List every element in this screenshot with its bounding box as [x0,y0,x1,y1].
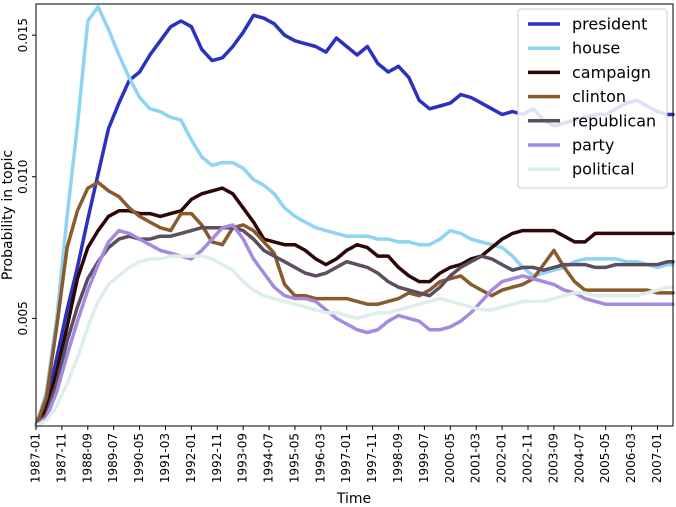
x-tick-label: 1994-07 [262,433,276,483]
x-tick-label: 1989-07 [106,433,120,483]
series-lines [34,5,675,428]
series-line-campaign [34,186,675,428]
x-tick-label: 2005-05 [598,433,612,483]
x-axis-label: Time [336,491,371,507]
x-tick-label: 1990-05 [132,433,146,483]
x-tick-label: 1993-09 [236,433,250,483]
y-axis-label: Probability in topic [0,150,16,280]
x-tick-label: 1987-11 [54,433,68,483]
legend-label-republican: republican [572,111,656,130]
x-tick-label: 1997-01 [339,433,353,483]
x-tick-label: 1995-05 [287,433,301,483]
y-axis: 0.005 0.010 0.015 [16,18,36,336]
legend: president house campaign clinton republican p… [517,8,668,189]
plot-frame [35,3,674,427]
legend-label-campaign: campaign [572,63,651,82]
series-line-political [34,254,675,428]
x-axis: 1987-01 1987-11 1988-09 1989-07 1990-05 1991-… [29,426,664,483]
y-tick-label: 0.010 [16,160,30,194]
x-tick-label: 1999-07 [417,433,431,483]
legend-label-president: president [572,15,647,34]
legend-label-political: political [572,160,635,179]
legend-label-clinton: clinton [572,87,626,106]
x-tick-label: 1992-01 [184,433,198,483]
x-tick-label: 2001-03 [469,433,483,483]
x-tick-label: 2002-11 [520,433,534,483]
x-tick-label: 1998-09 [391,433,405,483]
x-tick-label: 2003-09 [546,433,560,483]
legend-label-house: house [572,39,620,58]
x-tick-label: 1992-11 [210,433,224,483]
x-tick-label: 2007-01 [650,433,664,483]
y-tick-label: 0.015 [16,18,30,52]
x-tick-label: 1988-09 [80,433,94,483]
x-tick-label: 2002-01 [495,433,509,483]
series-line-party [34,223,675,428]
x-tick-label: 2006-03 [624,433,638,483]
x-tick-label: 1991-03 [158,433,172,483]
x-tick-label: 2004-07 [572,433,586,483]
x-tick-label: 1987-01 [29,433,43,483]
x-tick-label: 2000-05 [443,433,457,483]
x-tick-label: 1997-11 [365,433,379,483]
y-tick-label: 0.005 [16,301,30,335]
x-tick-label: 1996-03 [313,433,327,483]
legend-label-party: party [572,136,614,155]
series-line-clinton [34,180,675,428]
